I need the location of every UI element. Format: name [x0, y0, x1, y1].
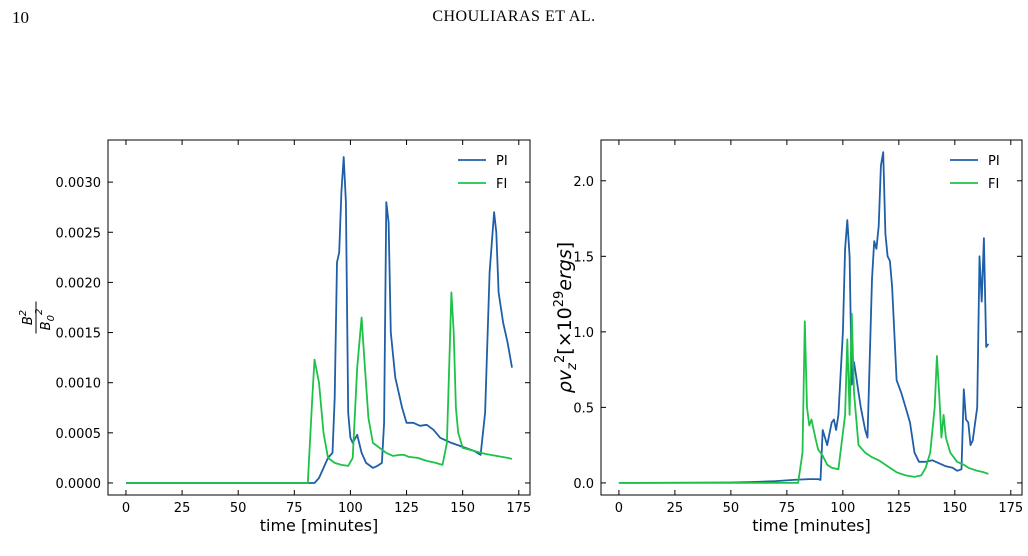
y-tick-label: 0.0000: [56, 477, 102, 492]
y-tick-label: 1.0: [573, 326, 594, 341]
x-tick-label: 100: [830, 501, 855, 516]
right-legend: PI FI: [950, 154, 1000, 192]
x-tick-label: 150: [450, 501, 475, 516]
y-tick-label: 0.0005: [56, 427, 102, 442]
x-tick-label: 125: [886, 501, 911, 516]
series-line-fi: [126, 291, 513, 484]
x-tick-label: 150: [942, 501, 967, 516]
legend-label-pi: PI: [988, 154, 1000, 169]
left-x-axis-label: time [minutes]: [260, 516, 378, 535]
series-line-pi: [618, 151, 990, 484]
legend-label-fi: FI: [496, 177, 507, 192]
series-line-pi: [126, 156, 513, 484]
y-tick-label: 0.0015: [56, 327, 102, 342]
ylabel-text: ρvz2[×1029ergs]: [552, 242, 580, 393]
x-tick-label: 125: [394, 501, 419, 516]
left-legend: PI FI: [458, 154, 508, 192]
x-tick-label: 175: [506, 501, 531, 516]
page-number: 10: [12, 8, 29, 27]
running-head: CHOULIARAS ET AL.: [432, 8, 596, 25]
right-y-axis-label: ρvz2[×1029ergs]: [552, 242, 580, 393]
series-line-fi: [618, 312, 989, 484]
y-tick-label: 0.5: [573, 401, 594, 416]
right-plot-frame: [600, 139, 1023, 496]
y-tick-label: 0.0030: [56, 176, 102, 191]
x-tick-label: 100: [338, 501, 363, 516]
y-tick-label: 1.5: [573, 250, 594, 265]
right-ticks: 0 25 50 75 100 125 150 175 0.0 0.5 1.0 1.5 2.0: [573, 140, 1023, 516]
left-chart: 0 25 50 75 100 125 150 175 0.0000 0.0005 0.0010 0.0…: [18, 139, 531, 535]
x-tick-label: 50: [723, 501, 740, 516]
legend-label-pi: PI: [496, 154, 508, 169]
x-tick-label: 25: [174, 501, 191, 516]
x-tick-label: 50: [230, 501, 247, 516]
y-tick-label: 0.0: [573, 477, 594, 492]
x-tick-label: 0: [615, 501, 623, 516]
y-tick-label: 0.0020: [56, 276, 102, 291]
x-tick-label: 75: [286, 501, 303, 516]
y-tick-label: 0.0025: [56, 226, 102, 241]
ylabel-denominator: B02: [34, 309, 57, 331]
left-plot-frame: [107, 139, 531, 496]
x-tick-label: 25: [667, 501, 684, 516]
right-x-axis-label: time [minutes]: [752, 516, 870, 535]
x-tick-label: 175: [998, 501, 1023, 516]
left-series: [126, 156, 513, 484]
left-ticks: 0 25 50 75 100 125 150 175 0.0000 0.0005 0.0010 0.0…: [56, 140, 531, 516]
x-tick-label: 0: [122, 501, 130, 516]
y-tick-label: 0.0010: [56, 377, 102, 392]
legend-label-fi: FI: [988, 177, 999, 192]
x-tick-label: 75: [779, 501, 796, 516]
y-tick-label: 2.0: [573, 175, 594, 190]
right-series: [618, 151, 990, 484]
